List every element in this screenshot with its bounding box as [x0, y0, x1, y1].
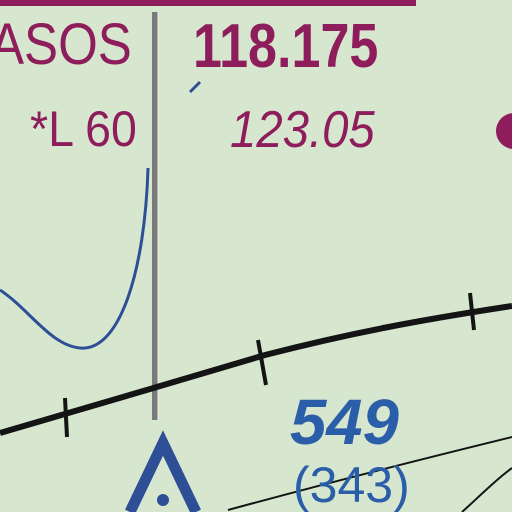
asos-label: ASOS	[0, 12, 132, 77]
thin-black-line	[227, 436, 512, 511]
line-tick	[256, 339, 268, 386]
ctaf-circle-symbol	[496, 113, 512, 149]
obstacle-height-agl-label: (343)	[293, 457, 410, 512]
line-tick	[468, 292, 476, 331]
blue-contour-segment	[188, 80, 202, 94]
obstacle-tower-symbol	[125, 430, 201, 512]
lighting-label: *L 60	[30, 101, 137, 157]
blue-contour-line	[0, 167, 150, 350]
ctaf-frequency-label: 123.05	[230, 101, 375, 159]
asos-frequency-label: 118.175	[193, 12, 379, 81]
line-tick	[63, 397, 69, 438]
thin-black-line	[461, 467, 512, 512]
black-line-feature	[0, 303, 512, 436]
obstacle-elevation-label: 549	[290, 386, 399, 458]
